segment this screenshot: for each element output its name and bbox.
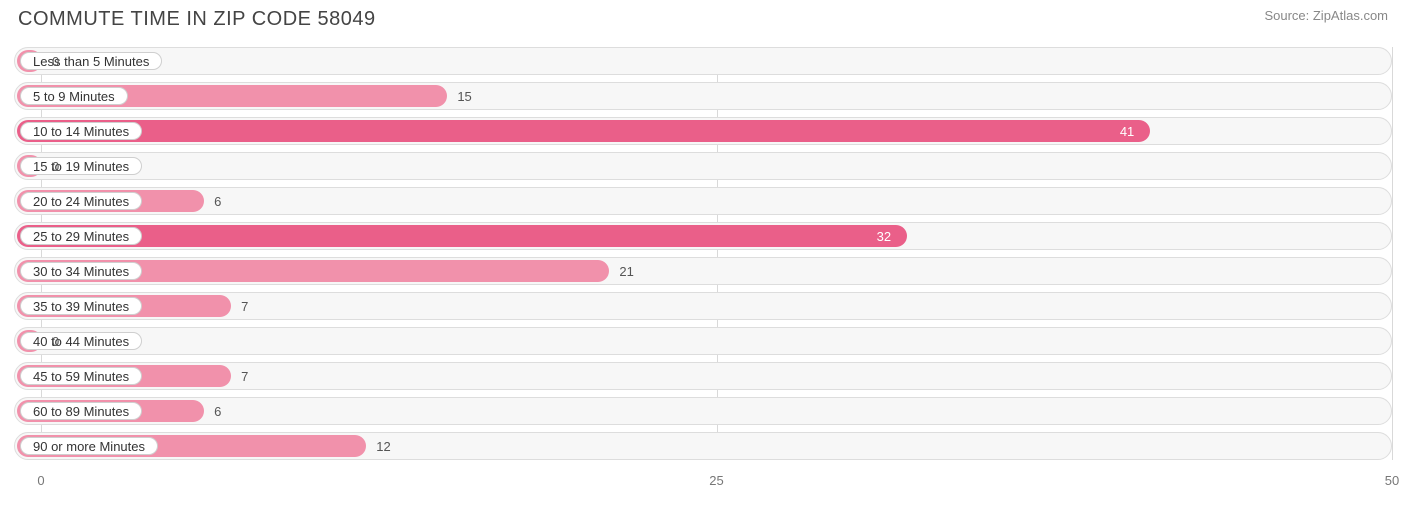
value-label: 32 — [877, 223, 891, 249]
chart-row: 45 to 59 Minutes 7 — [14, 362, 1392, 390]
chart-source: Source: ZipAtlas.com — [1264, 8, 1388, 23]
value-label: 41 — [1120, 118, 1134, 144]
category-pill: 45 to 59 Minutes — [20, 367, 142, 385]
value-label: 0 — [52, 153, 59, 179]
chart-row: 60 to 89 Minutes 6 — [14, 397, 1392, 425]
chart-bar — [17, 225, 907, 247]
chart-row: 5 to 9 Minutes 15 — [14, 82, 1392, 110]
category-pill: 5 to 9 Minutes — [20, 87, 128, 105]
x-axis: 02550 — [14, 467, 1392, 495]
value-label: 21 — [619, 258, 633, 284]
x-tick-label: 50 — [1385, 473, 1399, 488]
x-tick-label: 25 — [709, 473, 723, 488]
category-pill: 20 to 24 Minutes — [20, 192, 142, 210]
category-pill: 25 to 29 Minutes — [20, 227, 142, 245]
value-label: 7 — [241, 293, 248, 319]
chart-row: 20 to 24 Minutes 6 — [14, 187, 1392, 215]
value-label: 12 — [376, 433, 390, 459]
chart-row: 25 to 29 Minutes 32 — [14, 222, 1392, 250]
category-pill: 35 to 39 Minutes — [20, 297, 142, 315]
value-label: 0 — [52, 48, 59, 74]
chart-row: 10 to 14 Minutes 41 — [14, 117, 1392, 145]
chart-row: 35 to 39 Minutes 7 — [14, 292, 1392, 320]
value-label: 15 — [457, 83, 471, 109]
category-pill: 40 to 44 Minutes — [20, 332, 142, 350]
category-pill: 15 to 19 Minutes — [20, 157, 142, 175]
chart-row: 40 to 44 Minutes0 — [14, 327, 1392, 355]
chart-title: COMMUTE TIME IN ZIP CODE 58049 — [18, 8, 376, 31]
chart-header: COMMUTE TIME IN ZIP CODE 58049 Source: Z… — [0, 0, 1406, 35]
category-pill: 90 or more Minutes — [20, 437, 158, 455]
chart-bar — [17, 120, 1150, 142]
chart-row: 30 to 34 Minutes 21 — [14, 257, 1392, 285]
chart-row: 90 or more Minutes 12 — [14, 432, 1392, 460]
chart-row: 15 to 19 Minutes0 — [14, 152, 1392, 180]
chart-plot-area: Less than 5 Minutes05 to 9 Minutes1510 t… — [14, 47, 1392, 460]
chart-row: Less than 5 Minutes0 — [14, 47, 1392, 75]
category-pill: Less than 5 Minutes — [20, 52, 162, 70]
category-pill: 30 to 34 Minutes — [20, 262, 142, 280]
value-label: 0 — [52, 328, 59, 354]
value-label: 7 — [241, 363, 248, 389]
value-label: 6 — [214, 188, 221, 214]
gridline — [1392, 47, 1393, 460]
value-label: 6 — [214, 398, 221, 424]
category-pill: 60 to 89 Minutes — [20, 402, 142, 420]
chart-rows: Less than 5 Minutes05 to 9 Minutes1510 t… — [14, 47, 1392, 460]
x-tick-label: 0 — [37, 473, 44, 488]
category-pill: 10 to 14 Minutes — [20, 122, 142, 140]
